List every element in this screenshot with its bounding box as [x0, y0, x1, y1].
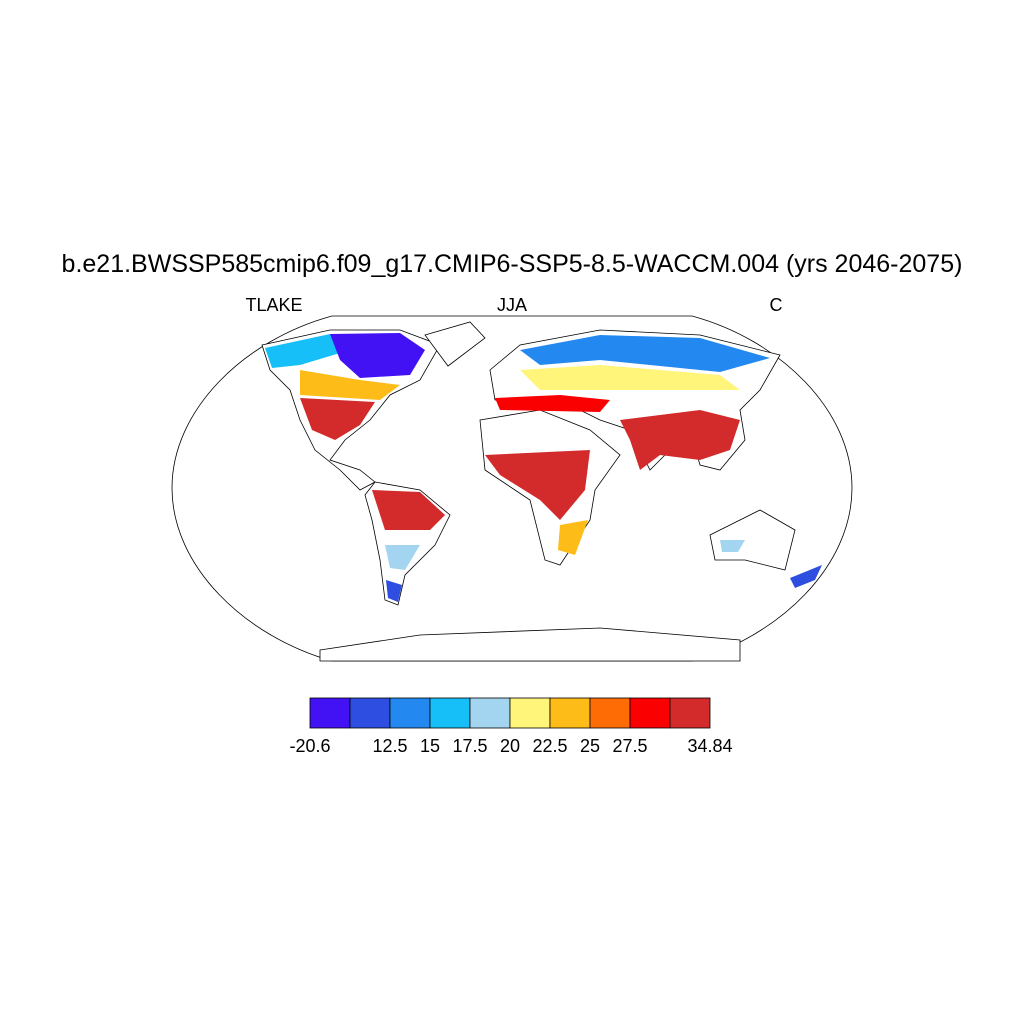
field-patch: [265, 334, 350, 368]
colorbar-label: 17.5: [452, 736, 487, 756]
colorbar-label: 34.84: [687, 736, 732, 756]
field-patch: [300, 370, 400, 400]
colorbar-box: [429, 697, 471, 729]
colorbar-label: 25: [580, 736, 600, 756]
greenland: [424, 321, 486, 367]
field-patch: [620, 410, 740, 470]
left-label: TLAKE: [245, 295, 302, 315]
field-patch: [558, 520, 588, 555]
colorbar-box: [509, 697, 551, 729]
colorbar-box: [469, 697, 511, 729]
australia: [709, 509, 796, 571]
colorbar-box: [349, 697, 391, 729]
colorbar-box: [589, 697, 631, 729]
antarctica: [319, 627, 741, 662]
field-patch: [385, 545, 420, 570]
field-patch: [372, 490, 445, 530]
colorbar-label: 12.5: [372, 736, 407, 756]
field-patch: [485, 450, 590, 520]
colorbar-label: 15: [420, 736, 440, 756]
field-patch: [495, 395, 610, 412]
colorbar-box: [629, 697, 671, 729]
field-patch: [520, 335, 770, 372]
colorbar-box: [309, 697, 351, 729]
field-patch: [300, 398, 375, 440]
field-patch: [790, 565, 822, 588]
field-patch: [330, 333, 425, 378]
field-patch: [386, 580, 402, 602]
colorbar-label: 27.5: [612, 736, 647, 756]
colorbar-box: [389, 697, 431, 729]
field-patch: [720, 540, 745, 552]
title: b.e21.BWSSP585cmip6.f09_g17.CMIP6-SSP5-8…: [62, 250, 963, 278]
field-patch: [520, 365, 740, 390]
colorbar-label: -20.6: [289, 736, 330, 756]
colorbar-box: [549, 697, 591, 729]
map: [171, 315, 853, 662]
colorbar: -20.6 12.5 15 17.5 20 22.5 25 27.5 34.84: [289, 697, 733, 756]
colorbar-box: [669, 697, 711, 729]
right-label: C: [770, 295, 783, 315]
center-label: JJA: [497, 295, 527, 315]
colorbar-label: 22.5: [532, 736, 567, 756]
colorbar-label: 20: [500, 736, 520, 756]
